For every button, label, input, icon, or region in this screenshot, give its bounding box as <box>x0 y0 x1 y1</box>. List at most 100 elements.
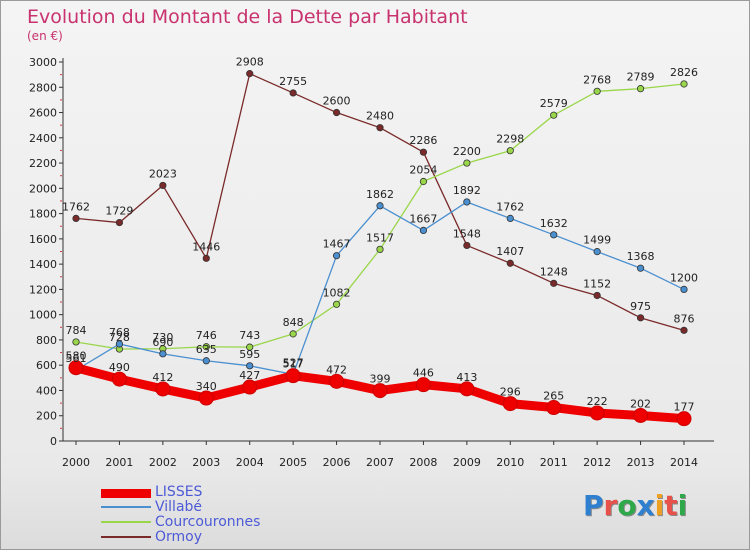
data-label-ormoy: 2480 <box>366 110 394 123</box>
data-label-ormoy: 1152 <box>583 277 611 290</box>
point-ormoy <box>550 279 558 287</box>
point-courcouronnes <box>550 111 558 119</box>
data-label-ormoy: 2908 <box>236 56 264 69</box>
point-courcouronnes <box>376 245 384 253</box>
point-courcouronnes <box>332 300 341 308</box>
point-courcouronnes <box>289 330 297 338</box>
chart-title: Evolution du Montant de la Dette par Hab… <box>27 6 468 28</box>
x-tick-label: 2009 <box>453 456 481 469</box>
point-lisses <box>242 379 258 395</box>
legend-item-courcouronnes: Courcouronnes <box>101 514 321 531</box>
point-ormoy <box>159 181 167 190</box>
point-ormoy <box>593 291 601 300</box>
data-label-lisses: 517 <box>283 358 304 371</box>
y-tick-label: 1400 <box>29 258 57 271</box>
x-tick-label: 2005 <box>279 456 307 469</box>
point-ormoy <box>680 326 688 334</box>
x-tick-label: 2013 <box>627 456 655 469</box>
legend: LISSES Villabé Courcouronnes Ormoy <box>101 484 321 546</box>
point-villab <box>202 357 210 365</box>
data-label-lisses: 265 <box>543 390 564 403</box>
data-label-ormoy: 2286 <box>409 134 437 147</box>
point-ormoy <box>246 70 254 78</box>
y-tick-label: 0 <box>50 435 57 448</box>
data-label-villab: 1892 <box>453 184 481 197</box>
y-axis-ticks: 0 200 400 600 800 1000 1200 1400 1600 1800 2000 220… <box>29 56 63 448</box>
data-label-courcouronnes: 743 <box>239 329 260 342</box>
data-label-lisses: 472 <box>326 363 347 376</box>
x-tick-label: 2004 <box>236 456 264 469</box>
logo-letter: i <box>677 489 688 522</box>
data-label-lisses: 413 <box>456 371 477 384</box>
point-ormoy <box>506 259 514 267</box>
data-label-villab: 1467 <box>323 238 351 251</box>
point-ormoy <box>115 218 124 227</box>
legend-item-ormoy: Ormoy <box>101 529 321 546</box>
point-lisses <box>589 405 605 421</box>
x-tick-label: 2002 <box>149 456 177 469</box>
point-ormoy <box>332 108 341 117</box>
point-courcouronnes <box>680 80 688 88</box>
data-label-lisses: 580 <box>66 350 87 363</box>
data-label-lisses: 446 <box>413 367 434 380</box>
y-tick-label: 600 <box>36 359 57 372</box>
point-ormoy <box>463 241 471 250</box>
data-label-ormoy: 2023 <box>149 167 177 180</box>
logo-letter: o <box>617 489 637 522</box>
logo-letter: r <box>603 489 618 522</box>
data-label-villab: 1667 <box>409 212 437 225</box>
y-tick-label: 1600 <box>29 233 57 246</box>
point-lisses <box>633 407 649 423</box>
data-label-courcouronnes: 728 <box>109 331 130 344</box>
x-tick-label: 2006 <box>323 456 351 469</box>
data-label-courcouronnes: 746 <box>196 329 217 342</box>
point-lisses <box>68 360 84 376</box>
legend-label-lisses: LISSES <box>155 484 203 500</box>
proxiti-logo: Proxiti <box>583 489 687 522</box>
y-tick-label: 3000 <box>29 56 57 69</box>
logo-letter: t <box>664 489 678 522</box>
data-label-courcouronnes: 2768 <box>583 73 611 86</box>
data-label-villab: 690 <box>152 336 173 349</box>
data-label-lisses: 222 <box>587 395 608 408</box>
x-tick-label: 2001 <box>105 456 133 469</box>
y-tick-label: 1800 <box>29 208 57 221</box>
data-label-lisses: 296 <box>500 386 521 399</box>
data-label-villab: 1200 <box>670 271 698 284</box>
point-villab <box>506 214 514 223</box>
y-tick-label: 400 <box>36 384 57 397</box>
data-label-lisses: 399 <box>370 373 391 386</box>
point-ormoy <box>289 89 297 97</box>
logo-letter: P <box>583 489 604 522</box>
legend-swatch-lisses <box>101 489 151 498</box>
logo-letter: x <box>636 489 655 522</box>
point-courcouronnes <box>593 87 601 95</box>
point-lisses <box>415 377 431 393</box>
series-line-courcouronnes <box>75 83 685 350</box>
point-ormoy <box>636 314 645 322</box>
legend-swatch-villabe <box>101 506 151 508</box>
point-lisses <box>676 411 692 427</box>
y-tick-label: 2800 <box>29 81 57 94</box>
data-label-ormoy: 2755 <box>279 75 307 88</box>
point-ormoy <box>72 214 80 223</box>
logo-letter: i <box>654 489 665 522</box>
data-label-courcouronnes: 848 <box>283 316 304 329</box>
data-label-lisses: 427 <box>239 369 260 382</box>
data-label-lisses: 202 <box>630 397 651 410</box>
legend-item-villabe: Villabé <box>101 499 321 516</box>
point-villab <box>332 252 341 260</box>
point-villab <box>115 340 124 348</box>
data-label-ormoy: 2600 <box>323 95 351 108</box>
point-villab <box>593 248 601 256</box>
point-villab <box>246 362 254 370</box>
data-label-villab: 527 <box>283 356 304 369</box>
point-lisses <box>502 396 518 412</box>
point-ormoy <box>419 148 428 156</box>
point-lisses <box>329 373 345 389</box>
x-tick-label: 2007 <box>366 456 394 469</box>
point-lisses <box>198 390 214 406</box>
point-ormoy <box>376 124 384 132</box>
point-villab <box>376 202 384 210</box>
point-lisses <box>546 400 562 416</box>
